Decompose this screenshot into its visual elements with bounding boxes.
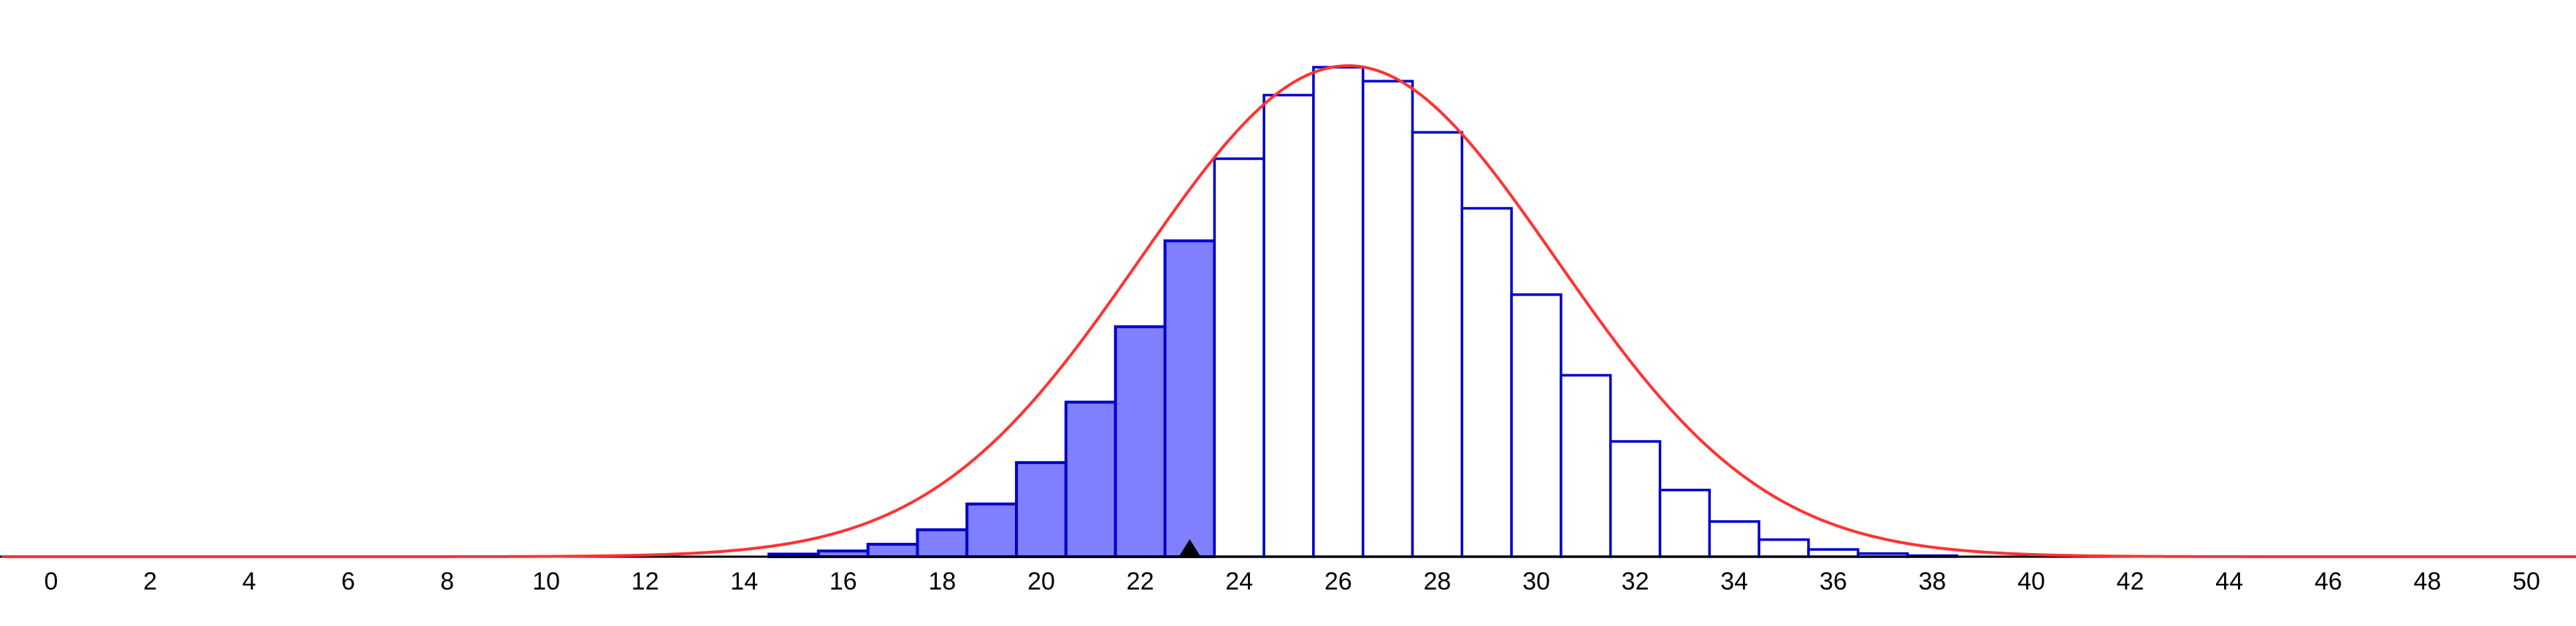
x-tick-label: 10 bbox=[532, 568, 560, 595]
histogram-bar bbox=[1312, 66, 1365, 558]
x-tick-label: 16 bbox=[829, 568, 857, 595]
histogram-bar bbox=[1361, 80, 1414, 558]
histogram-bar bbox=[866, 542, 919, 559]
x-tick-label: 2 bbox=[143, 568, 157, 595]
histogram-bar bbox=[1609, 440, 1662, 558]
x-tick-labels: 0 2 4 6 8 10 12 14 16 18 20 22 24 26 28 30 32 34 36 38 40 42 4… bbox=[45, 568, 2540, 595]
x-tick-label: 38 bbox=[1918, 568, 1946, 595]
histogram-bar bbox=[1113, 325, 1167, 558]
x-tick-label: 44 bbox=[2215, 568, 2243, 595]
histogram-bar bbox=[1262, 93, 1315, 558]
histogram-bar bbox=[1510, 293, 1563, 558]
x-tick-label: 24 bbox=[1225, 568, 1253, 595]
value-marker-triangle bbox=[1178, 539, 1201, 557]
histogram-bar bbox=[965, 502, 1019, 558]
x-tick-label: 48 bbox=[2413, 568, 2441, 595]
x-tick-label: 26 bbox=[1325, 568, 1352, 595]
x-tick-label: 42 bbox=[2117, 568, 2144, 595]
x-tick-label: 34 bbox=[1720, 568, 1748, 595]
x-tick-label: 0 bbox=[45, 568, 58, 595]
x-tick-label: 20 bbox=[1027, 568, 1055, 595]
x-tick-label: 28 bbox=[1423, 568, 1451, 595]
histogram-bar bbox=[1560, 374, 1612, 558]
bars-layer bbox=[767, 66, 1959, 559]
x-tick-label: 36 bbox=[1820, 568, 1847, 595]
histogram-bar bbox=[1658, 488, 1711, 558]
histogram-bar bbox=[1064, 401, 1117, 559]
histogram-bar bbox=[1411, 131, 1464, 558]
x-tick-label: 40 bbox=[2017, 568, 2045, 595]
histogram-bar bbox=[1163, 239, 1216, 558]
x-tick-label: 30 bbox=[1522, 568, 1550, 595]
density-curve bbox=[1, 64, 2576, 558]
histogram-bar bbox=[1015, 461, 1067, 559]
x-tick-label: 22 bbox=[1127, 568, 1154, 595]
histogram-bar bbox=[1708, 520, 1760, 558]
histogram-bar bbox=[1213, 157, 1265, 558]
x-tick-label: 4 bbox=[242, 568, 256, 595]
x-tick-label: 46 bbox=[2315, 568, 2342, 595]
curve-layer bbox=[1, 64, 2576, 558]
marker-layer bbox=[1178, 539, 1201, 557]
histogram-bar bbox=[1460, 206, 1513, 558]
x-tick-label: 50 bbox=[2512, 568, 2540, 595]
x-tick-label: 32 bbox=[1622, 568, 1649, 595]
x-tick-label: 8 bbox=[440, 568, 454, 595]
histogram-bar bbox=[1757, 538, 1810, 558]
x-tick-label: 12 bbox=[632, 568, 659, 595]
x-tick-label: 6 bbox=[341, 568, 355, 595]
histogram-bar bbox=[916, 528, 969, 559]
x-tick-label: 18 bbox=[928, 568, 956, 595]
x-tick-label: 14 bbox=[730, 568, 758, 595]
